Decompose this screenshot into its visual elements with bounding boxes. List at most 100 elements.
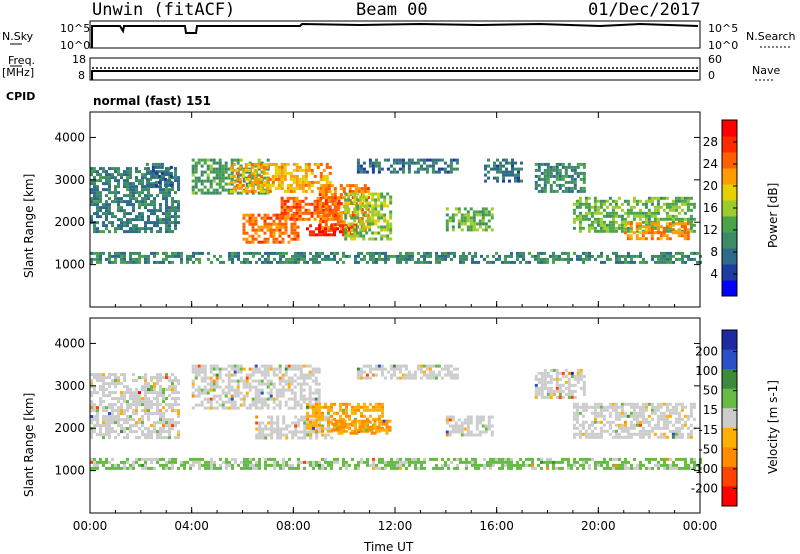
- heatmap-cell-13: [638, 214, 642, 218]
- heatmap-cell-1: [281, 394, 285, 398]
- heatmap-cell-6: [321, 226, 325, 230]
- heatmap-cell-8: [350, 222, 354, 226]
- heatmap-cell-0: [99, 176, 102, 180]
- heatmap-cell-15: [354, 260, 357, 264]
- heatmap-cell-15: [111, 260, 114, 264]
- heatmap-cell-1: [236, 379, 240, 383]
- heatmap-cell-0: [126, 200, 129, 204]
- heatmap-cell-0: [165, 212, 168, 216]
- heatmap-cell-8: [350, 192, 354, 196]
- heatmap-cell-3: [333, 411, 336, 415]
- heatmap-cell-4: [343, 425, 347, 429]
- heatmap-cell-9: [207, 463, 210, 467]
- heatmap-cell-11: [505, 173, 508, 177]
- heatmap-cell-1: [284, 373, 288, 377]
- heatmap-cell-5: [437, 364, 441, 368]
- heatmap-cell-8: [635, 417, 639, 421]
- heatmap-cell-15: [537, 260, 540, 264]
- heatmap-cell-0: [144, 385, 147, 389]
- heatmap-cell-9: [552, 466, 555, 470]
- heatmap-cell-0: [165, 200, 168, 204]
- heatmap-cell-14: [686, 222, 690, 226]
- heatmap-cell-2: [300, 418, 304, 422]
- heatmap-cell-13: [614, 202, 618, 206]
- heatmap-cell-7: [537, 392, 541, 396]
- heatmap-cell-3: [268, 189, 272, 193]
- heatmap-cell-7: [564, 386, 568, 390]
- heatmap-cell-13: [638, 217, 642, 221]
- heatmap-cell-11: [490, 167, 493, 171]
- heatmap-cell-8: [671, 423, 675, 427]
- heatmap-cell-15: [528, 260, 531, 264]
- heatmap-cell-0: [117, 182, 120, 186]
- heatmap-cell-7: [540, 392, 544, 396]
- heatmap-cell-5: [307, 217, 311, 221]
- heatmap-cell-13: [608, 211, 612, 215]
- heatmap-cell-15: [498, 257, 501, 261]
- heatmap-cell-10: [469, 219, 473, 223]
- heatmap-cell-15: [450, 257, 453, 261]
- heatmap-cell-4: [257, 213, 261, 217]
- heatmap-cell-2: [324, 415, 328, 419]
- heatmap-cell-3: [262, 165, 266, 169]
- heatmap-cell-0: [144, 388, 147, 392]
- heatmap-cell-13: [605, 214, 609, 218]
- heatmap-cell-3: [325, 174, 329, 178]
- heatmap-cell-1: [281, 391, 285, 395]
- heatmap-cell-0: [168, 167, 171, 171]
- heatmap-cell-8: [659, 405, 663, 409]
- heatmap-cell-1: [227, 400, 231, 404]
- heatmap-cell-8: [680, 432, 684, 436]
- heatmap-cell-3: [271, 174, 275, 178]
- heatmap-cell-3: [342, 417, 345, 421]
- heatmap-cell-9: [531, 457, 534, 461]
- heatmap-cell-1: [163, 171, 167, 175]
- heatmap-cell-15: [195, 251, 198, 255]
- heatmap-cell-1: [236, 388, 240, 392]
- heatmap-cell-8: [347, 222, 351, 226]
- heatmap-cell-3: [321, 429, 324, 433]
- heatmap-cell-8: [377, 225, 381, 229]
- heatmap-cell-3: [259, 174, 263, 178]
- heatmap-cell-10: [484, 207, 488, 211]
- heatmap-cell-1: [269, 394, 273, 398]
- heatmap-cell-7: [552, 389, 556, 393]
- heatmap-cell-1: [272, 397, 276, 401]
- heatmap-cell-13: [644, 199, 648, 203]
- heatmap-cell-8: [356, 234, 360, 238]
- heatmap-cell-3: [256, 186, 260, 190]
- heatmap-cell-2: [200, 182, 204, 186]
- heatmap-cell-7: [342, 227, 345, 231]
- heatmap-cell-13: [632, 196, 636, 200]
- heatmap-cell-13: [593, 208, 597, 212]
- heatmap-cell-8: [677, 435, 681, 439]
- heatmap-cell-8: [644, 429, 648, 433]
- heatmap-cell-7: [555, 395, 559, 399]
- heatmap-cell-0: [96, 203, 99, 207]
- heatmap-cell-15: [423, 254, 426, 258]
- heatmap-cell-8: [380, 234, 384, 238]
- heatmap-cell-15: [426, 254, 429, 258]
- heatmap-cell-9: [368, 164, 372, 168]
- heatmap-cell-0: [114, 403, 117, 407]
- heatmap-cell-15: [519, 260, 522, 264]
- heatmap-cell-14: [674, 231, 678, 235]
- heatmap-cell-0: [165, 188, 168, 192]
- heatmap-cell-7: [582, 374, 586, 378]
- heatmap-cell-6: [448, 415, 452, 419]
- heatmap-cell-1: [254, 397, 258, 401]
- heatmap-cell-9: [396, 460, 399, 464]
- heatmap-cell-8: [581, 405, 585, 409]
- heatmap-cell-8: [590, 411, 594, 415]
- heatmap-cell-7: [573, 377, 577, 381]
- heatmap-cell-10: [466, 213, 470, 217]
- heatmap-cell-4: [379, 419, 383, 423]
- heatmap-cell-9: [585, 457, 588, 461]
- heatmap-cell-8: [575, 420, 579, 424]
- heatmap-cell-7: [558, 377, 562, 381]
- heatmap-cell-15: [582, 260, 585, 264]
- heatmap-cell-8: [626, 426, 630, 430]
- heatmap-cell-0: [159, 430, 162, 434]
- heatmap-cell-9: [356, 161, 360, 165]
